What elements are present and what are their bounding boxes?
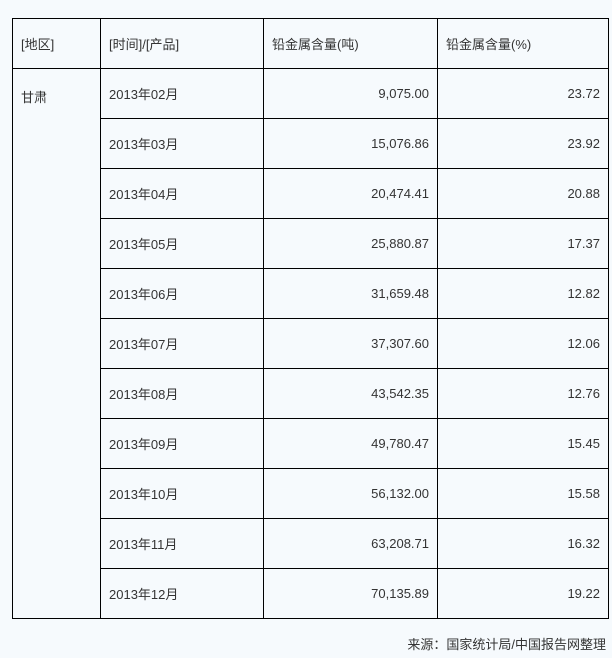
- header-row: [地区] [时间]/[产品] 铅金属含量(吨) 铅金属含量(%): [12, 18, 609, 69]
- time-cell: 2013年11月: [100, 518, 264, 569]
- table-row: 2013年05月 25,880.87 17.37: [13, 218, 609, 269]
- header-percent: 铅金属含量(%): [437, 18, 609, 69]
- tons-cell: 56,132.00: [263, 468, 438, 519]
- percent-cell: 20.88: [437, 168, 609, 219]
- tons-cell: 70,135.89: [263, 568, 438, 619]
- time-cell: 2013年12月: [100, 568, 264, 619]
- percent-cell: 23.92: [437, 118, 609, 169]
- time-cell: 2013年09月: [100, 418, 264, 469]
- percent-cell: 15.58: [437, 468, 609, 519]
- data-table: [地区] [时间]/[产品] 铅金属含量(吨) 铅金属含量(%) 甘肃 2013年…: [12, 18, 609, 619]
- table-row: 2013年12月 70,135.89 19.22: [13, 568, 609, 619]
- percent-cell: 12.82: [437, 268, 609, 319]
- table-row: 2013年10月 56,132.00 15.58: [13, 468, 609, 519]
- table-row: 2013年11月 63,208.71 16.32: [13, 518, 609, 569]
- percent-cell: 23.72: [437, 68, 609, 119]
- percent-cell: 16.32: [437, 518, 609, 569]
- time-cell: 2013年02月: [100, 68, 264, 119]
- table-row: 甘肃 2013年02月 9,075.00 23.72: [12, 68, 609, 619]
- header-time: [时间]/[产品]: [100, 18, 264, 69]
- tons-cell: 20,474.41: [263, 168, 438, 219]
- time-cell: 2013年07月: [100, 318, 264, 369]
- region-cell: 甘肃: [12, 68, 101, 619]
- tons-cell: 9,075.00: [263, 68, 438, 119]
- time-cell: 2013年05月: [100, 218, 264, 269]
- table-row: 2013年04月 20,474.41 20.88: [13, 168, 609, 219]
- tons-cell: 49,780.47: [263, 418, 438, 469]
- header-tons: 铅金属含量(吨): [263, 18, 438, 69]
- time-cell: 2013年03月: [100, 118, 264, 169]
- tons-cell: 63,208.71: [263, 518, 438, 569]
- percent-cell: 19.22: [437, 568, 609, 619]
- table-row: 2013年08月 43,542.35 12.76: [13, 368, 609, 419]
- table-row: 2013年03月 15,076.86 23.92: [13, 118, 609, 169]
- percent-cell: 12.06: [437, 318, 609, 369]
- percent-cell: 12.76: [437, 368, 609, 419]
- time-cell: 2013年08月: [100, 368, 264, 419]
- tons-cell: 37,307.60: [263, 318, 438, 369]
- percent-cell: 15.45: [437, 418, 609, 469]
- header-region: [地区]: [12, 18, 101, 69]
- tons-cell: 31,659.48: [263, 268, 438, 319]
- time-cell: 2013年10月: [100, 468, 264, 519]
- source-note: 来源：国家统计局/中国报告网整理: [407, 637, 606, 652]
- table-row: 2013年06月 31,659.48 12.82: [13, 268, 609, 319]
- table-row: 2013年07月 37,307.60 12.06: [13, 318, 609, 369]
- tons-cell: 25,880.87: [263, 218, 438, 269]
- percent-cell: 17.37: [437, 218, 609, 269]
- table-row: 2013年09月 49,780.47 15.45: [13, 418, 609, 469]
- tons-cell: 43,542.35: [263, 368, 438, 419]
- time-cell: 2013年04月: [100, 168, 264, 219]
- time-cell: 2013年06月: [100, 268, 264, 319]
- tons-cell: 15,076.86: [263, 118, 438, 169]
